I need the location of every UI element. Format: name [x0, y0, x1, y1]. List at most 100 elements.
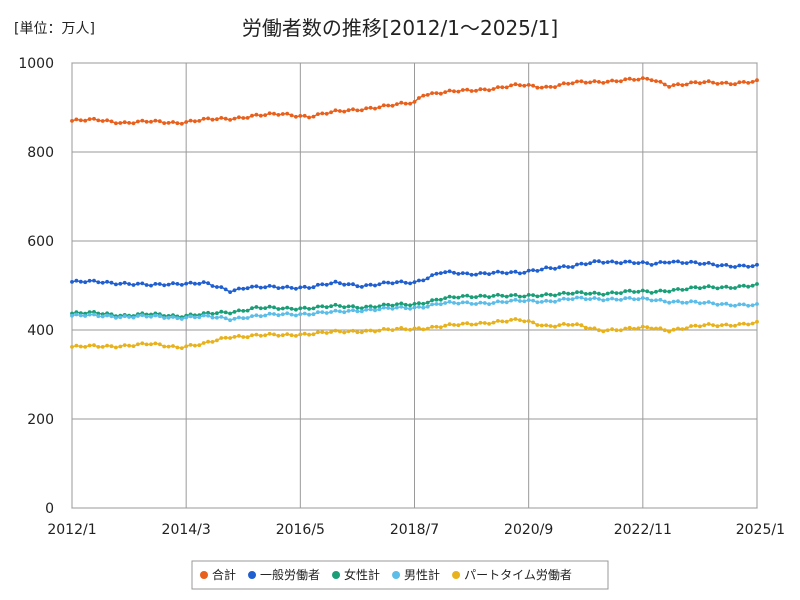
data-point: [179, 121, 184, 126]
data-point: [412, 280, 417, 284]
data-point: [333, 108, 338, 113]
data-point: [474, 272, 478, 277]
data-point: [417, 301, 421, 306]
data-point: [583, 262, 588, 267]
data-point: [188, 343, 193, 347]
data-point: [526, 83, 531, 87]
data-point: [144, 283, 149, 287]
data-point: [289, 312, 294, 317]
data-point: [755, 78, 759, 83]
data-point: [245, 316, 250, 320]
data-point: [632, 78, 636, 82]
data-point: [526, 319, 531, 323]
data-point: [509, 298, 513, 303]
data-point: [223, 287, 228, 292]
data-point: [698, 324, 702, 329]
data-point: [518, 299, 522, 303]
data-point: [122, 314, 127, 319]
data-point: [469, 272, 474, 277]
data-point: [698, 286, 702, 291]
data-point: [619, 291, 623, 295]
data-point: [179, 346, 184, 350]
data-point: [395, 326, 399, 331]
data-point: [311, 306, 316, 311]
data-point: [250, 306, 254, 311]
data-point: [478, 320, 483, 325]
data-point: [750, 283, 755, 288]
data-point: [715, 82, 720, 86]
data-point: [131, 315, 136, 320]
data-point: [583, 297, 588, 302]
data-point: [417, 96, 421, 100]
y-tick-label: 400: [27, 323, 54, 339]
data-point: [351, 282, 355, 287]
data-point: [83, 118, 88, 123]
data-point: [232, 116, 237, 121]
data-point: [737, 302, 742, 307]
data-point: [96, 311, 101, 316]
data-point: [381, 280, 386, 285]
data-point: [114, 345, 118, 350]
data-point: [465, 293, 470, 298]
data-point: [737, 80, 742, 85]
data-point: [750, 80, 755, 84]
data-point: [122, 120, 127, 125]
data-point: [702, 323, 707, 328]
data-point: [614, 260, 619, 265]
data-point: [711, 262, 715, 267]
data-point: [188, 280, 193, 285]
data-point: [215, 315, 219, 320]
data-point: [351, 308, 355, 313]
data-point: [417, 278, 421, 283]
data-point: [425, 276, 430, 281]
data-point: [597, 297, 601, 301]
data-point: [381, 305, 386, 310]
data-point: [311, 312, 316, 317]
data-point: [531, 320, 535, 325]
data-point: [70, 345, 74, 349]
data-point: [434, 302, 439, 306]
data-point: [465, 87, 470, 92]
data-point: [636, 297, 641, 302]
data-point: [640, 296, 645, 300]
data-point: [74, 312, 79, 317]
data-point: [610, 296, 614, 301]
data-point: [100, 280, 105, 285]
data-point: [504, 294, 509, 299]
data-point: [465, 321, 470, 326]
data-point: [456, 272, 461, 276]
data-point: [724, 284, 729, 289]
data-point: [662, 299, 667, 304]
data-point: [632, 297, 636, 302]
data-point: [351, 107, 355, 112]
data-point: [118, 315, 123, 320]
data-point: [412, 326, 417, 331]
data-point: [500, 300, 505, 304]
data-point: [395, 302, 399, 307]
data-point: [680, 83, 685, 87]
data-point: [316, 112, 320, 116]
data-point: [469, 89, 474, 93]
data-point: [434, 324, 439, 329]
data-point: [570, 265, 575, 269]
data-point: [237, 286, 241, 291]
data-point: [583, 80, 588, 85]
data-point: [610, 259, 614, 264]
data-point: [487, 302, 491, 306]
data-point: [399, 100, 404, 105]
data-point: [583, 325, 588, 330]
data-point: [263, 313, 268, 318]
data-point: [223, 316, 228, 321]
data-point: [346, 108, 351, 113]
data-point: [149, 314, 153, 319]
data-point: [373, 305, 377, 310]
data-point: [728, 323, 733, 328]
data-point: [408, 306, 412, 311]
data-point: [215, 311, 219, 316]
data-point: [561, 296, 566, 301]
data-point: [377, 105, 382, 110]
data-point: [421, 93, 426, 98]
data-point: [197, 281, 202, 286]
data-point: [412, 305, 417, 310]
data-point: [614, 291, 619, 295]
